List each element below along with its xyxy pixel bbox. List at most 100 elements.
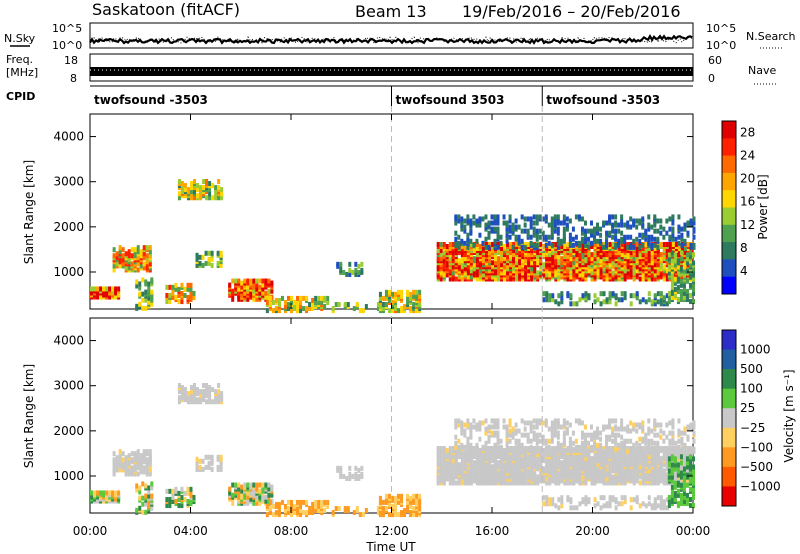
velocity-cell bbox=[554, 445, 558, 451]
power-cell bbox=[536, 254, 540, 260]
velocity-cell bbox=[144, 493, 148, 499]
power-cell bbox=[115, 255, 119, 261]
power-cell bbox=[277, 302, 281, 308]
power-cell bbox=[683, 222, 687, 228]
velocity-cell bbox=[252, 482, 256, 488]
power-cell bbox=[442, 250, 446, 256]
power-cell bbox=[667, 264, 671, 270]
power-cell bbox=[490, 241, 494, 247]
velocity-cell bbox=[439, 474, 443, 480]
velocity-cell bbox=[545, 501, 549, 507]
power-cell bbox=[632, 218, 636, 224]
velocity-cell bbox=[211, 399, 215, 405]
velocity-cell bbox=[574, 444, 578, 450]
velocity-cell bbox=[656, 440, 660, 446]
power-cell bbox=[496, 244, 500, 250]
velocity-cell bbox=[180, 393, 184, 399]
power-cell bbox=[679, 297, 683, 303]
velocity-cell bbox=[487, 424, 491, 430]
velocity-cell bbox=[442, 458, 446, 464]
power-cell bbox=[596, 222, 600, 228]
power-cell bbox=[605, 238, 609, 244]
velocity-cell bbox=[418, 493, 422, 499]
velocity-cell bbox=[141, 481, 145, 487]
velocity-cell bbox=[580, 440, 584, 446]
velocity-cell bbox=[593, 440, 597, 446]
power-cell bbox=[691, 270, 695, 276]
velocity-cell bbox=[138, 505, 142, 511]
power-cell bbox=[641, 297, 645, 303]
velocity-cell bbox=[199, 389, 203, 395]
power-cell bbox=[234, 278, 238, 284]
power-cell bbox=[683, 226, 687, 232]
power-cell bbox=[524, 258, 528, 264]
power-cell bbox=[629, 224, 633, 230]
velocity-cell bbox=[580, 430, 584, 436]
power-cell bbox=[384, 289, 388, 295]
power-cell bbox=[270, 288, 274, 294]
velocity-cell bbox=[286, 499, 290, 505]
velocity-cell bbox=[556, 440, 560, 446]
power-cell bbox=[589, 220, 593, 226]
power-cell bbox=[397, 289, 401, 295]
power-cell bbox=[475, 238, 479, 244]
nave-label: Nave bbox=[748, 64, 776, 77]
power-cell bbox=[571, 226, 575, 232]
velocity-cell bbox=[562, 430, 566, 436]
velocity-cell bbox=[274, 510, 278, 516]
velocity-cell bbox=[293, 503, 297, 509]
velocity-cell bbox=[487, 448, 491, 454]
velocity-cell bbox=[198, 458, 202, 464]
power-cell bbox=[141, 305, 145, 311]
power-cell bbox=[680, 232, 684, 238]
power-cell bbox=[620, 222, 624, 228]
velocity-cell bbox=[466, 448, 470, 454]
velocity-cell bbox=[121, 457, 125, 463]
power-cell bbox=[127, 257, 131, 263]
power-cell bbox=[575, 301, 579, 307]
velocity-cell bbox=[394, 510, 398, 516]
velocity-cell bbox=[400, 493, 404, 499]
velocity-cell bbox=[584, 466, 588, 472]
velocity-cell bbox=[150, 505, 154, 511]
power-cell bbox=[553, 222, 557, 228]
power-cell bbox=[650, 224, 654, 230]
velocity-cell bbox=[299, 499, 303, 505]
velocity-cell bbox=[193, 399, 197, 405]
velocity-cell bbox=[599, 452, 603, 458]
velocity-cell bbox=[589, 444, 593, 450]
velocity-cell bbox=[216, 454, 220, 460]
power-cell bbox=[644, 241, 648, 247]
power-cell bbox=[568, 240, 572, 246]
power-cell bbox=[144, 289, 148, 295]
velocity-cell bbox=[320, 499, 324, 505]
power-cell bbox=[174, 282, 178, 288]
velocity-cell bbox=[358, 512, 362, 518]
velocity-cell bbox=[145, 467, 149, 473]
power-cell bbox=[541, 234, 545, 240]
velocity-cell bbox=[205, 383, 209, 388]
power-cell bbox=[136, 255, 140, 261]
velocity-cell bbox=[608, 445, 612, 451]
power-cell bbox=[590, 252, 594, 258]
power-cell bbox=[177, 286, 181, 292]
power-cell bbox=[130, 247, 134, 253]
power-cell bbox=[584, 262, 588, 268]
velocity-cell bbox=[518, 454, 522, 460]
power-cell bbox=[574, 234, 578, 240]
velocity-cell bbox=[345, 475, 349, 481]
power-cell bbox=[520, 228, 524, 234]
power-cell bbox=[538, 234, 542, 240]
velocity-cell bbox=[490, 464, 494, 470]
power-cell bbox=[189, 286, 193, 292]
velocity-cell bbox=[521, 445, 525, 451]
velocity-cell bbox=[538, 438, 542, 444]
velocity-cell bbox=[568, 436, 572, 442]
velocity-cell bbox=[508, 422, 512, 428]
power-cell bbox=[207, 250, 211, 256]
power-cell bbox=[626, 220, 630, 226]
power-cell bbox=[412, 289, 416, 295]
power-cell bbox=[90, 286, 93, 292]
power-cell bbox=[548, 297, 552, 303]
